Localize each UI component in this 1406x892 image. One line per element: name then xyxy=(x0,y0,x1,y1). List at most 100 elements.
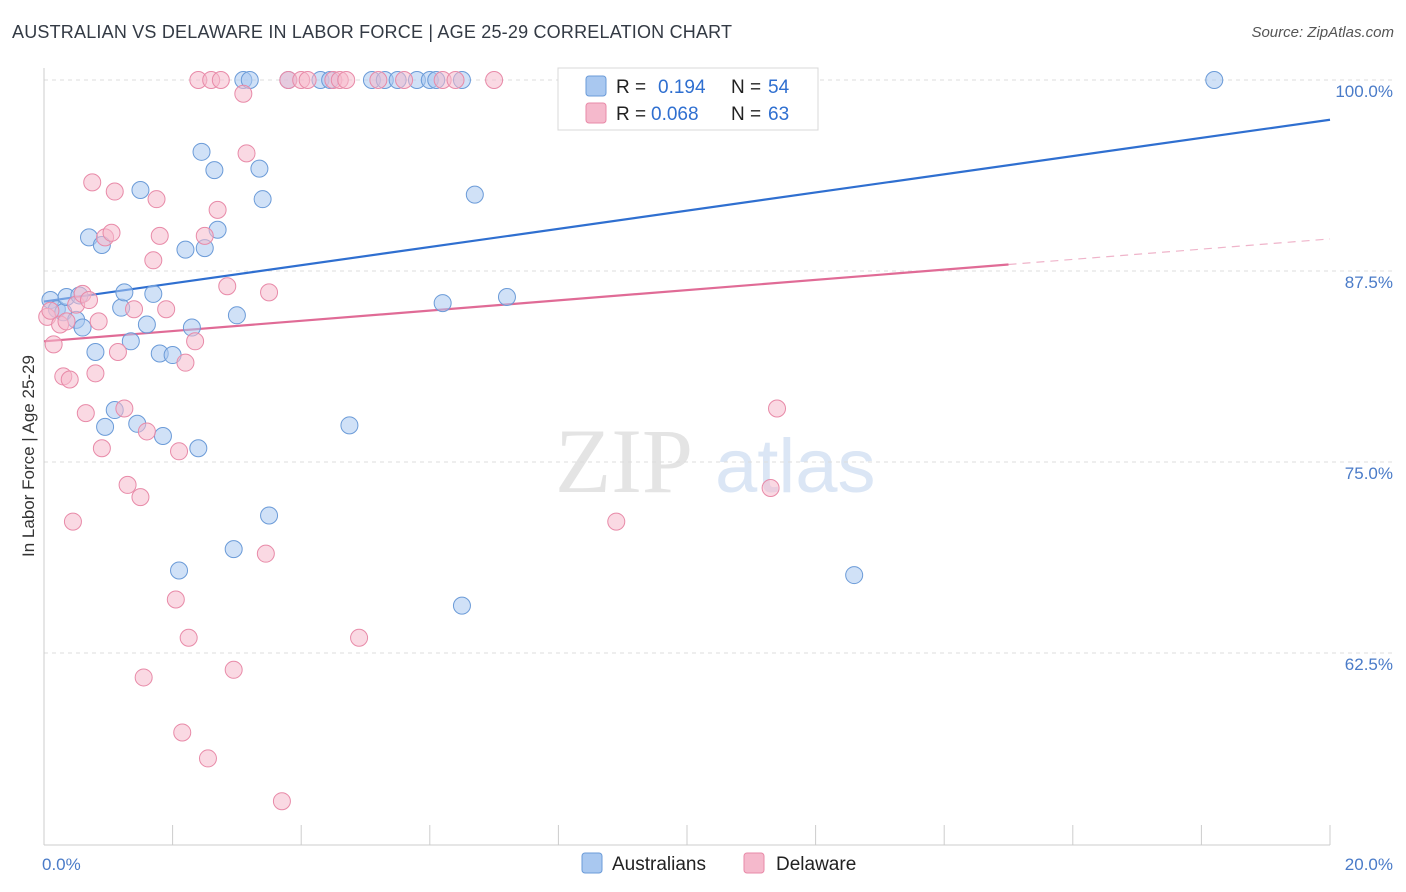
source-credit: Source: ZipAtlas.com xyxy=(1251,24,1394,41)
point-australians-50 xyxy=(465,185,484,204)
point-delaware-29 xyxy=(157,300,176,319)
point-delaware-31 xyxy=(170,442,189,461)
point-delaware-63 xyxy=(768,399,787,418)
point-delaware-14 xyxy=(89,312,108,331)
x-tick-label-max: 20.0% xyxy=(1345,855,1393,874)
point-delaware-38 xyxy=(198,749,217,768)
point-delaware-55 xyxy=(350,628,369,647)
point-australians-17 xyxy=(137,315,156,334)
point-australians-20 xyxy=(153,427,172,446)
legend-swatch-australians xyxy=(585,75,607,97)
point-delaware-7 xyxy=(63,512,82,531)
point-australians-35 xyxy=(253,190,272,209)
point-australians-30 xyxy=(224,540,243,559)
point-delaware-19 xyxy=(108,342,127,361)
point-delaware-2 xyxy=(44,335,63,354)
grid-lines xyxy=(44,79,1393,654)
point-delaware-48 xyxy=(272,792,291,811)
point-delaware-46 xyxy=(260,283,279,302)
bottom-legend-swatch-delaware xyxy=(743,852,765,874)
point-delaware-40 xyxy=(208,200,227,219)
point-delaware-13 xyxy=(86,364,105,383)
legend-r-label-australians: R = xyxy=(616,77,646,98)
point-delaware-51 xyxy=(298,71,317,89)
legend-swatch-delaware xyxy=(585,102,607,124)
legend-r-value-australians: 0.194 xyxy=(658,77,706,98)
y-tick-label-2: 87.5% xyxy=(1345,273,1393,292)
point-delaware-21 xyxy=(118,475,137,494)
legend-n-value-australians: 54 xyxy=(768,77,790,98)
y-axis-label: In Labor Force | Age 25-29 xyxy=(19,355,38,557)
point-delaware-60 xyxy=(485,71,504,89)
point-delaware-57 xyxy=(395,71,414,89)
point-delaware-35 xyxy=(186,332,205,351)
point-australians-25 xyxy=(189,439,208,458)
legend-n-value-delaware: 63 xyxy=(768,104,789,125)
point-delaware-11 xyxy=(80,291,99,310)
x-tick-label-min: 0.0% xyxy=(42,855,81,874)
point-australians-13 xyxy=(115,283,134,302)
x-ticks xyxy=(43,825,1331,845)
point-australians-36 xyxy=(260,506,279,525)
point-delaware-1 xyxy=(41,301,60,320)
point-delaware-44 xyxy=(234,84,253,103)
bottom-legend-label-australians: Australians xyxy=(612,854,706,875)
trend-line-delaware xyxy=(43,263,1009,343)
point-delaware-54 xyxy=(337,71,356,89)
point-delaware-37 xyxy=(195,226,214,245)
y-tick-labels: 62.5% 75.0% 87.5% 100.0% xyxy=(1335,82,1393,674)
point-australians-47 xyxy=(433,294,452,313)
point-australians-8 xyxy=(86,342,105,361)
point-delaware-25 xyxy=(137,422,156,441)
point-australians-53 xyxy=(1205,71,1224,89)
data-points xyxy=(38,71,1224,811)
point-delaware-45 xyxy=(237,144,256,163)
legend-r-value-delaware: 0.068 xyxy=(651,104,699,125)
point-delaware-12 xyxy=(83,173,102,192)
point-delaware-28 xyxy=(150,226,169,245)
point-delaware-41 xyxy=(211,71,230,89)
point-australians-18 xyxy=(144,284,163,303)
watermark-zip: ZIP xyxy=(555,410,693,512)
point-australians-51 xyxy=(497,287,516,306)
point-australians-14 xyxy=(121,332,140,351)
point-australians-6 xyxy=(73,318,92,337)
legend-r-label-delaware: R = xyxy=(616,104,646,125)
point-delaware-34 xyxy=(179,628,198,647)
point-delaware-27 xyxy=(147,190,166,209)
point-delaware-15 xyxy=(92,439,111,458)
point-delaware-26 xyxy=(144,251,163,270)
point-australians-10 xyxy=(96,417,115,436)
point-delaware-59 xyxy=(446,71,465,89)
series-legend: Australians Delaware xyxy=(581,852,856,875)
point-australians-49 xyxy=(452,596,471,615)
bottom-legend-swatch-australians xyxy=(581,852,603,874)
point-delaware-6 xyxy=(60,370,79,389)
point-australians-23 xyxy=(176,240,195,259)
trend-line-ext-delaware xyxy=(1008,238,1331,266)
legend-n-label-delaware: N = xyxy=(731,104,761,125)
point-delaware-43 xyxy=(224,660,243,679)
point-delaware-62 xyxy=(761,478,780,497)
point-delaware-10 xyxy=(76,404,95,423)
point-delaware-24 xyxy=(134,668,153,687)
point-australians-52 xyxy=(845,566,864,585)
point-australians-31 xyxy=(227,306,246,325)
y-tick-label-0: 62.5% xyxy=(1345,655,1393,674)
point-delaware-5 xyxy=(57,312,76,331)
point-delaware-33 xyxy=(176,353,195,372)
point-delaware-20 xyxy=(115,399,134,418)
point-australians-40 xyxy=(340,416,359,435)
point-delaware-47 xyxy=(256,544,275,563)
watermark-atlas: atlas xyxy=(715,424,876,509)
point-delaware-23 xyxy=(131,488,150,507)
y-tick-label-3: 100.0% xyxy=(1335,82,1393,101)
correlation-legend: R = 0.194 N = 54 R = 0.068 N = 63 xyxy=(557,67,819,131)
point-delaware-32 xyxy=(173,723,192,742)
point-delaware-22 xyxy=(125,300,144,319)
point-australians-34 xyxy=(250,159,269,178)
point-delaware-30 xyxy=(166,590,185,609)
point-delaware-61 xyxy=(607,512,626,531)
point-delaware-17 xyxy=(102,223,121,242)
